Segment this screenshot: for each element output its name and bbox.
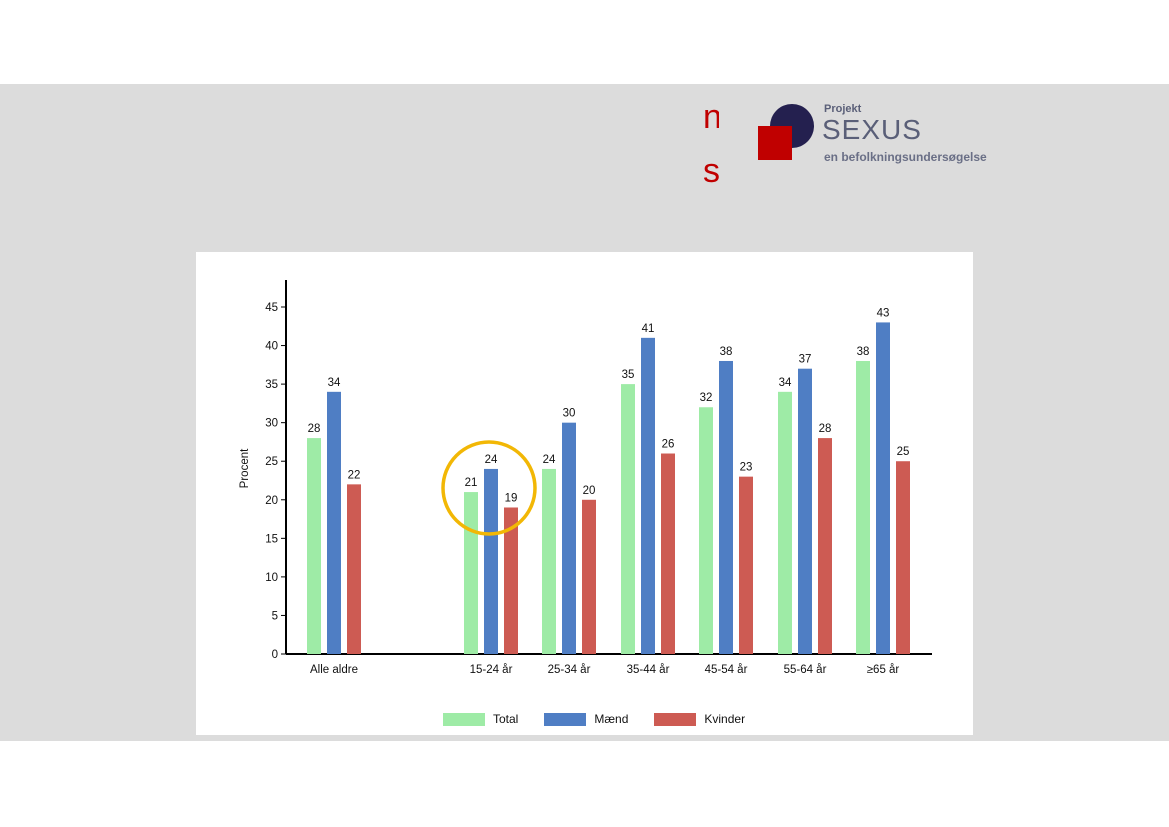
y-tick-label: 30 [265,418,278,430]
bar-value-label: 23 [740,462,753,474]
bar [739,476,753,654]
slide-title-fragment: n [703,100,719,134]
bar-value-label: 37 [799,354,812,366]
bar [778,391,792,654]
y-tick-label: 15 [265,533,278,545]
bar [464,492,478,654]
y-tick-label: 0 [272,649,278,661]
bar [699,407,713,654]
bar-value-label: 21 [465,477,478,489]
bar [661,453,675,654]
bar-value-label: 24 [485,454,498,466]
legend-label-maend: Mænd [594,712,629,726]
x-tick-label: 15-24 år [470,664,513,676]
bar [347,484,361,654]
logo-square-shape [758,126,792,160]
bar [484,468,498,654]
legend-item-kvinder: Kvinder [654,712,745,726]
bar [856,360,870,654]
bar-value-label: 34 [779,377,792,389]
x-tick-label: 25-34 år [548,664,591,676]
y-tick-label: 10 [265,572,278,584]
x-tick-label: Alle aldre [310,664,358,676]
bar [621,384,635,654]
legend-swatch-maend [544,712,587,726]
logo-subtitle: en befolkningsundersøgelse [824,150,987,164]
sexus-logo: Projekt SEXUS en befolkningsundersøgelse [756,100,1016,170]
legend-swatch-total [443,712,485,726]
legend-label-kvinder: Kvinder [704,712,746,726]
bar-value-label: 43 [877,307,890,319]
bar-value-label: 26 [662,439,675,451]
bar-value-label: 22 [348,469,361,481]
bar-value-label: 32 [700,392,713,404]
y-axis-label: Procent [239,448,251,488]
y-tick-label: 5 [272,610,278,622]
bar-chart: 0 5 10 15 20 25 30 35 40 45 Procent 28 34 22 Alle aldr… [239,280,932,676]
bar-value-label: 24 [543,454,556,466]
legend-item-total: Total [443,712,518,726]
bar [327,391,341,654]
x-tick-label: 35-44 år [627,664,670,676]
bar-value-label: 41 [642,323,655,335]
y-tick-label: 25 [265,456,278,468]
logo-name: SEXUS [822,114,922,145]
y-tick-label: 45 [265,302,278,314]
x-tick-label: ≥65 år [867,664,900,676]
bar [542,468,556,654]
bar [641,337,655,654]
legend-label-total: Total [493,712,519,726]
logo-kicker: Projekt [824,103,862,115]
y-tick-label: 35 [265,379,278,391]
bar-value-label: 38 [857,346,870,358]
bar [876,322,890,654]
bar-value-label: 30 [563,408,576,420]
highlight-circle [441,440,537,536]
bar [307,438,321,654]
bar [798,368,812,654]
y-tick-label: 20 [265,495,278,507]
bar-value-label: 19 [505,492,518,504]
bar [719,360,733,654]
bar [504,507,518,654]
bar [562,422,576,654]
bar-value-label: 25 [897,446,910,458]
x-tick-label: 45-54 år [705,664,748,676]
x-tick-label: 55-64 år [784,664,827,676]
legend-item-maend: Mænd [544,712,628,726]
chart-legend: Total Mænd Kvinder [443,712,771,726]
chart-panel: 0 5 10 15 20 25 30 35 40 45 Procent 28 34 22 Alle aldr… [196,252,973,735]
bar-value-label: 28 [819,423,832,435]
bar [896,461,910,654]
bar-value-label: 35 [622,369,635,381]
bar-value-label: 20 [583,485,596,497]
bar-value-label: 28 [308,423,321,435]
bar-value-label: 34 [328,377,341,389]
bar-value-label: 38 [720,346,733,358]
slide-title-fragment: s [703,154,719,188]
legend-swatch-kvinder [654,712,697,726]
y-tick-label: 40 [265,341,278,353]
bar [582,499,596,654]
bar [818,438,832,654]
